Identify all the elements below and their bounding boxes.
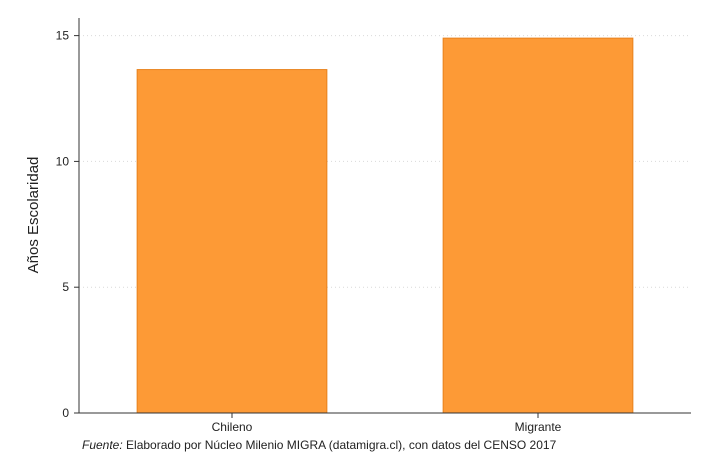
x-tick-label: Migrante (515, 420, 562, 434)
source-prefix: Fuente: (82, 438, 123, 452)
bar-chileno (136, 69, 328, 414)
bar-migrante (442, 37, 634, 414)
x-tick-label: Chileno (212, 420, 253, 434)
bars (136, 37, 634, 414)
y-tick-label: 0 (62, 406, 69, 420)
source-text: Elaborado por Núcleo Milenio MIGRA (data… (123, 438, 557, 452)
y-tick-label: 10 (56, 154, 70, 168)
y-axis-label: Años Escolaridad (25, 157, 42, 274)
y-tick-label: 15 (56, 29, 70, 43)
y-ticks: 0 5 10 15 (56, 29, 79, 420)
x-ticks: Chileno Migrante (212, 413, 562, 434)
source-note: Fuente: Elaborado por Núcleo Milenio MIG… (82, 438, 557, 452)
y-tick-label: 5 (62, 280, 69, 294)
